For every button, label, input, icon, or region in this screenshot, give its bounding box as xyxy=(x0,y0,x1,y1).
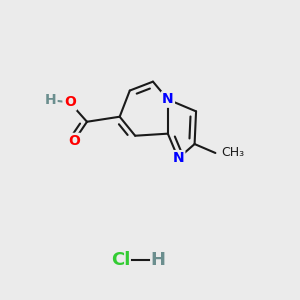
Text: N: N xyxy=(172,151,184,165)
Text: O: O xyxy=(68,134,80,148)
Text: H: H xyxy=(150,251,165,269)
Text: O: O xyxy=(64,95,76,110)
Text: Cl: Cl xyxy=(111,251,131,269)
Text: N: N xyxy=(162,92,174,106)
Text: CH₃: CH₃ xyxy=(221,146,244,160)
Text: H: H xyxy=(45,93,56,107)
